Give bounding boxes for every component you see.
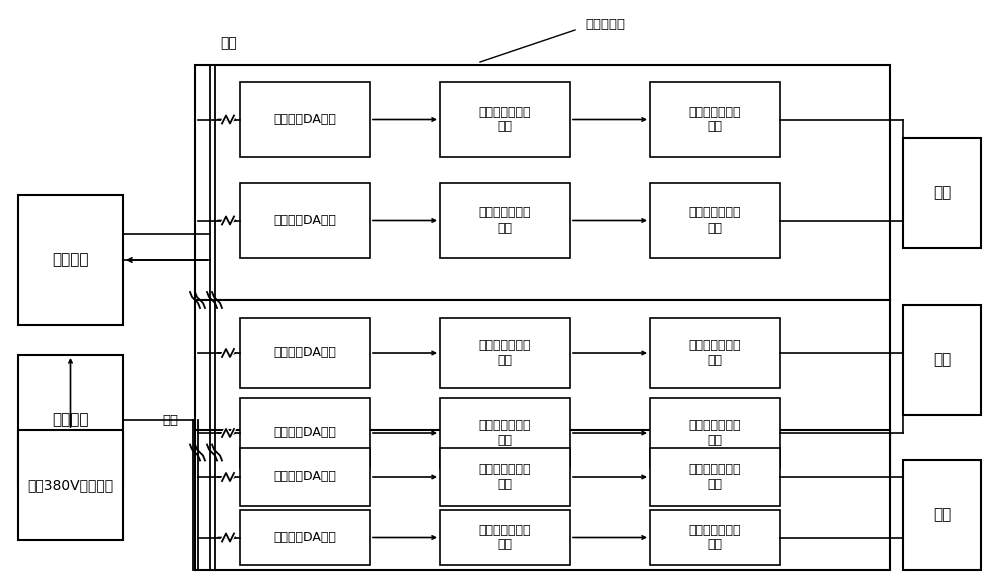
Bar	[240, 398, 370, 468]
Text: 第一高速电流传
感器: 第一高速电流传 感器	[689, 339, 741, 367]
Bar	[240, 82, 370, 157]
Bar	[18, 195, 123, 325]
Text: 功率放大器: 功率放大器	[585, 18, 625, 31]
Bar	[440, 398, 570, 468]
Text: 负载: 负载	[933, 185, 951, 201]
Text: 第二功率放大器
模块: 第二功率放大器 模块	[479, 206, 531, 235]
Text: 负载: 负载	[933, 352, 951, 368]
Text: 光纤: 光纤	[220, 36, 237, 50]
Bar	[240, 448, 370, 506]
Text: 第一高速电流传
感器: 第一高速电流传 感器	[689, 463, 741, 491]
Bar	[440, 82, 570, 157]
Text: 第二高速DA模块: 第二高速DA模块	[274, 426, 336, 439]
Text: 第二高速电流传
感器: 第二高速电流传 感器	[689, 206, 741, 235]
Text: 第二高速电流传
感器: 第二高速电流传 感器	[689, 523, 741, 552]
Bar	[440, 183, 570, 258]
Bar	[440, 510, 570, 565]
Text: 三相380V电源输入: 三相380V电源输入	[27, 478, 114, 492]
Text: 负载: 负载	[933, 507, 951, 523]
Text: 第一高速DA模块: 第一高速DA模块	[274, 346, 336, 359]
Bar	[240, 510, 370, 565]
Bar	[18, 430, 123, 540]
Bar	[650, 398, 780, 468]
Bar	[440, 318, 570, 388]
Text: 控制模块: 控制模块	[52, 252, 89, 268]
Bar	[650, 183, 780, 258]
Text: 第二高速DA模块: 第二高速DA模块	[274, 531, 336, 544]
Text: 第一功率放大器
模块: 第一功率放大器 模块	[479, 463, 531, 491]
Bar	[903, 138, 981, 248]
Text: 第一功率放大器
模块: 第一功率放大器 模块	[479, 339, 531, 367]
Text: 第二功率放大器
模块: 第二功率放大器 模块	[479, 523, 531, 552]
Text: 第一功率放大器
模块: 第一功率放大器 模块	[479, 105, 531, 133]
Text: 第二高速DA模块: 第二高速DA模块	[274, 214, 336, 227]
Bar	[650, 448, 780, 506]
Bar	[195, 65, 890, 300]
Text: 第二高速电流传
感器: 第二高速电流传 感器	[689, 419, 741, 447]
Bar	[903, 460, 981, 570]
Bar	[18, 355, 123, 485]
Bar	[650, 510, 780, 565]
Bar	[240, 318, 370, 388]
Text: 第一高速DA模块: 第一高速DA模块	[274, 113, 336, 126]
Bar	[440, 448, 570, 506]
Text: 第二功率放大器
模块: 第二功率放大器 模块	[479, 419, 531, 447]
Text: 第一高速DA模块: 第一高速DA模块	[274, 470, 336, 483]
Bar	[650, 318, 780, 388]
Bar	[195, 300, 890, 475]
Text: 电源: 电源	[162, 413, 178, 426]
Bar	[240, 183, 370, 258]
Text: 电源模块: 电源模块	[52, 413, 89, 427]
Text: 第一高速电流传
感器: 第一高速电流传 感器	[689, 105, 741, 133]
Bar	[650, 82, 780, 157]
Bar	[195, 430, 890, 570]
Bar	[903, 305, 981, 415]
